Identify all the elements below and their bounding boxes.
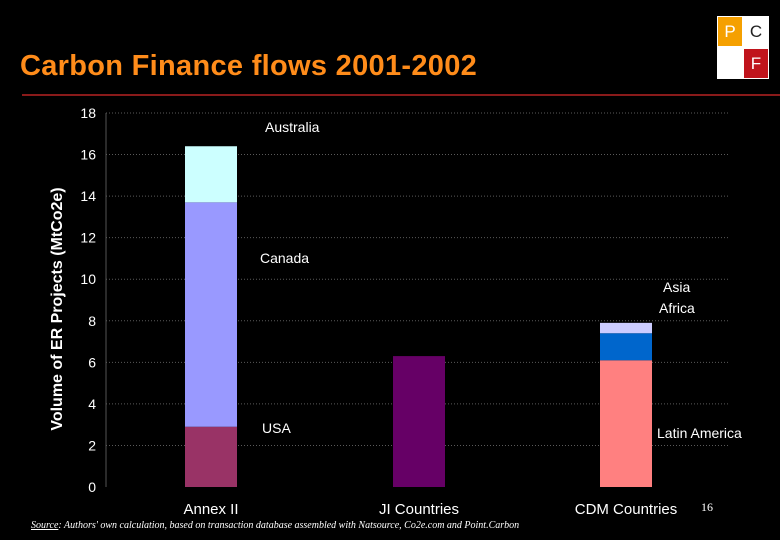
annotations: Australia Canada Asia Africa USA Latin Americ…: [260, 119, 742, 441]
annotation-australia: Australia: [265, 119, 320, 135]
title-divider: [22, 94, 780, 96]
y-tick-label: 8: [88, 313, 96, 329]
source-text: : Authors' own calculation, based on tra…: [58, 520, 520, 531]
bar-canada: [185, 202, 237, 427]
logo-letter-p: P: [718, 17, 742, 46]
y-tick-label: 16: [80, 147, 96, 163]
y-tick-label: 10: [80, 271, 96, 287]
annotation-africa: Africa: [659, 300, 695, 316]
annotation-canada: Canada: [260, 250, 309, 266]
x-tick-label: Annex II: [183, 501, 238, 518]
y-tick-label: 18: [80, 105, 96, 121]
y-tick-labels: 0 2 4 6 8 10 12 14 16 18: [80, 105, 96, 495]
annotation-asia: Asia: [663, 279, 690, 295]
source-note: Source: Authors' own calculation, based …: [31, 520, 519, 531]
x-tick-label: JI Countries: [379, 501, 459, 518]
logo-letter-f: F: [744, 49, 768, 78]
bars: [185, 146, 652, 487]
x-tick-labels: Annex II JI Countries CDM Countries: [183, 501, 677, 518]
gridlines: [105, 112, 728, 487]
annotation-latin-america: Latin America: [657, 425, 742, 441]
logo-letter-c: C: [744, 17, 768, 46]
bar-asia: [600, 322, 652, 334]
logo-blank-cell: [718, 49, 742, 78]
x-tick-label: CDM Countries: [575, 501, 678, 518]
bar-australia: [185, 146, 237, 203]
bar-africa: [600, 333, 652, 361]
source-label: Source: [31, 520, 59, 531]
bar-latin-america: [600, 360, 652, 487]
y-tick-label: 4: [88, 396, 96, 412]
bar-usa: [185, 426, 237, 487]
pcf-logo: P C F: [717, 16, 769, 79]
y-tick-label: 0: [88, 479, 96, 495]
y-tick-label: 2: [88, 437, 96, 453]
annotation-usa: USA: [262, 420, 291, 436]
page-number: 16: [701, 500, 713, 514]
bar-segment: [393, 356, 445, 487]
y-tick-label: 6: [88, 354, 96, 370]
page-title: Carbon Finance flows 2001-2002: [20, 50, 478, 82]
y-tick-label: 12: [80, 230, 96, 246]
y-tick-label: 14: [80, 188, 96, 204]
